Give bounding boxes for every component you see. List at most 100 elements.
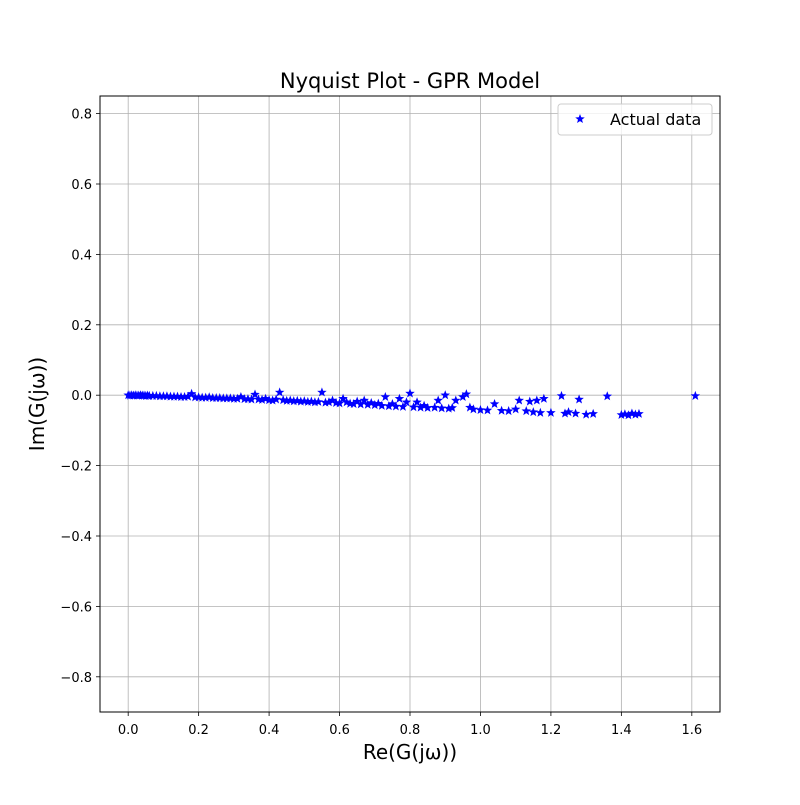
data-point (461, 389, 472, 399)
data-point (370, 400, 380, 410)
data-point (616, 409, 627, 419)
data-point (250, 389, 260, 399)
data-point (317, 387, 327, 397)
y-tick-label: 0.0 (71, 389, 92, 404)
data-point (630, 409, 641, 419)
data-point (412, 397, 422, 407)
x-tick-label: 1.6 (681, 723, 702, 738)
data-point (405, 388, 415, 398)
data-point (525, 396, 535, 406)
data-point (320, 397, 331, 407)
data-point (267, 395, 278, 405)
data-point (489, 399, 500, 409)
data-point (236, 391, 246, 402)
x-tick-label: 0.2 (188, 723, 209, 738)
y-tick-label: −0.2 (60, 460, 92, 475)
data-point (207, 393, 218, 403)
data-point (239, 394, 250, 404)
data-point (271, 394, 281, 404)
data-point (415, 402, 426, 412)
x-tick-label: 1.2 (541, 723, 562, 738)
data-point (468, 404, 479, 414)
legend-star-icon (575, 114, 585, 124)
data-point (260, 393, 271, 403)
data-point (281, 395, 292, 405)
data-point (391, 401, 401, 411)
y-tick-label: −0.4 (60, 530, 92, 545)
legend-box (557, 103, 713, 136)
data-point (532, 395, 542, 405)
data-point (387, 399, 398, 409)
x-tick-label: 0.4 (259, 723, 280, 738)
data-point (429, 402, 440, 412)
y-tick-label: 0.8 (71, 108, 92, 123)
data-point (588, 408, 598, 418)
data-point (341, 397, 352, 407)
data-point (144, 390, 155, 400)
data-point (211, 393, 222, 403)
data-point (634, 408, 644, 418)
data-point (539, 393, 549, 403)
data-point (458, 391, 468, 402)
data-point (510, 404, 521, 414)
data-point (373, 398, 384, 408)
data-point (623, 410, 634, 420)
data-point (352, 396, 362, 406)
y-tick-label: −0.8 (60, 671, 92, 686)
data-point (377, 400, 387, 410)
data-point (362, 399, 373, 409)
data-point (535, 407, 546, 417)
data-point (186, 388, 197, 398)
data-point (179, 391, 190, 402)
legend-entry-actual-data: Actual data (610, 110, 701, 129)
data-point (581, 409, 591, 419)
data-point (176, 391, 186, 402)
y-tick-label: 0.2 (71, 319, 92, 334)
data-point (408, 402, 419, 412)
data-point (158, 391, 169, 401)
data-point (401, 397, 412, 407)
data-point (355, 399, 366, 409)
data-point (465, 402, 475, 412)
data-point (232, 393, 243, 403)
data-point (334, 398, 345, 408)
data-point (440, 390, 450, 400)
data-point (359, 395, 369, 405)
data-point (560, 408, 570, 418)
data-point (528, 407, 539, 417)
data-point (574, 394, 584, 404)
data-point (324, 397, 334, 407)
data-points (123, 387, 701, 420)
data-point (556, 390, 567, 400)
data-point (384, 401, 394, 411)
data-point (394, 393, 405, 403)
data-point (148, 390, 158, 400)
data-point (570, 408, 581, 418)
data-point (496, 405, 507, 415)
y-axis-label: Im(G(jω)) (25, 357, 49, 451)
data-point (200, 392, 211, 402)
data-point (521, 406, 532, 416)
y-tick-label: 0.4 (71, 248, 92, 263)
data-point (348, 399, 359, 409)
data-point (447, 402, 458, 412)
data-point (563, 407, 574, 417)
data-point (327, 395, 338, 405)
data-point (257, 394, 267, 404)
legend: Actual data (557, 103, 713, 136)
data-point (380, 391, 391, 402)
data-point (475, 404, 486, 415)
x-axis-label: Re(G(jω)) (363, 740, 457, 764)
data-point (288, 396, 299, 406)
data-point (155, 391, 165, 401)
data-point (366, 397, 377, 407)
data-point (310, 397, 320, 407)
data-point (313, 396, 324, 406)
y-tick-label: 0.6 (71, 178, 92, 193)
x-tick-label: 0.0 (118, 723, 139, 738)
data-point (436, 403, 447, 413)
data-point (169, 391, 179, 401)
y-axis-ticks: −0.8 −0.6 −0.4 −0.2 0.0 0.2 0.4 0.6 0.8 (60, 108, 100, 686)
data-point (419, 400, 429, 410)
